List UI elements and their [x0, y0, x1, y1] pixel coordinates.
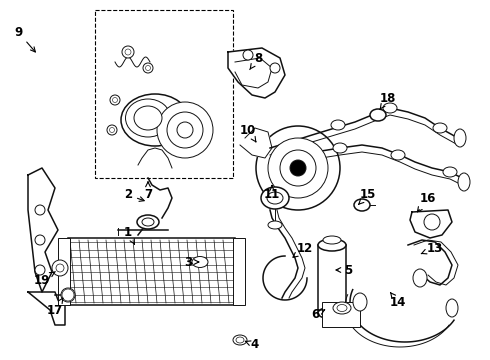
- Circle shape: [157, 102, 213, 158]
- Ellipse shape: [267, 192, 283, 204]
- Circle shape: [113, 98, 118, 103]
- Circle shape: [280, 150, 316, 186]
- Ellipse shape: [323, 236, 341, 244]
- Ellipse shape: [261, 187, 289, 209]
- Circle shape: [56, 264, 64, 272]
- Bar: [318, 245, 346, 313]
- Polygon shape: [28, 168, 58, 292]
- Text: 19: 19: [34, 272, 55, 287]
- Circle shape: [268, 138, 328, 198]
- Bar: [322, 302, 360, 327]
- Ellipse shape: [353, 293, 367, 311]
- Circle shape: [243, 50, 253, 60]
- Circle shape: [122, 46, 134, 58]
- Ellipse shape: [268, 221, 282, 229]
- Bar: [68, 238, 235, 305]
- Ellipse shape: [443, 167, 457, 177]
- Text: 4: 4: [245, 338, 259, 351]
- Ellipse shape: [458, 173, 470, 191]
- Circle shape: [35, 265, 45, 275]
- Text: 6: 6: [311, 309, 325, 321]
- Text: 5: 5: [336, 264, 352, 276]
- Bar: [233, 238, 245, 305]
- Ellipse shape: [134, 106, 162, 130]
- Text: 10: 10: [240, 123, 256, 142]
- Text: 12: 12: [293, 242, 313, 257]
- Polygon shape: [228, 48, 285, 98]
- Circle shape: [167, 112, 203, 148]
- Ellipse shape: [433, 123, 447, 133]
- Ellipse shape: [142, 218, 154, 226]
- Circle shape: [143, 63, 153, 73]
- Polygon shape: [28, 292, 65, 325]
- Ellipse shape: [233, 335, 247, 345]
- Ellipse shape: [137, 215, 159, 229]
- Polygon shape: [240, 128, 272, 158]
- Circle shape: [177, 122, 193, 138]
- Ellipse shape: [333, 302, 351, 314]
- Ellipse shape: [121, 94, 189, 146]
- Polygon shape: [410, 210, 452, 238]
- Text: 14: 14: [390, 293, 406, 309]
- Circle shape: [290, 160, 306, 176]
- Text: 11: 11: [264, 186, 280, 202]
- Ellipse shape: [383, 103, 397, 113]
- Ellipse shape: [370, 109, 386, 121]
- Ellipse shape: [446, 299, 458, 317]
- Text: 8: 8: [250, 51, 262, 69]
- Text: 7: 7: [144, 182, 152, 202]
- Text: 2: 2: [124, 189, 144, 202]
- Circle shape: [62, 289, 74, 301]
- Bar: [95, 10, 233, 178]
- Circle shape: [110, 95, 120, 105]
- Circle shape: [424, 214, 440, 230]
- Text: 9: 9: [14, 26, 35, 52]
- Text: 16: 16: [417, 192, 436, 212]
- Ellipse shape: [333, 143, 347, 153]
- Text: 13: 13: [421, 242, 443, 255]
- Ellipse shape: [318, 239, 346, 251]
- Text: 17: 17: [47, 298, 63, 316]
- Circle shape: [146, 66, 150, 71]
- Ellipse shape: [391, 150, 405, 160]
- Ellipse shape: [413, 269, 427, 287]
- Text: 3: 3: [184, 256, 199, 269]
- Ellipse shape: [331, 120, 345, 130]
- Bar: [58, 238, 70, 305]
- Ellipse shape: [354, 199, 370, 211]
- Text: 15: 15: [359, 189, 376, 204]
- Ellipse shape: [125, 99, 171, 137]
- Ellipse shape: [236, 337, 244, 343]
- Circle shape: [35, 205, 45, 215]
- Ellipse shape: [192, 256, 208, 267]
- Circle shape: [35, 235, 45, 245]
- Text: 1: 1: [124, 225, 135, 244]
- Circle shape: [109, 127, 115, 132]
- Ellipse shape: [318, 307, 346, 319]
- Circle shape: [107, 125, 117, 135]
- Ellipse shape: [61, 288, 75, 302]
- Ellipse shape: [454, 129, 466, 147]
- Text: 18: 18: [380, 91, 396, 109]
- Circle shape: [270, 63, 280, 73]
- Ellipse shape: [337, 305, 347, 311]
- Circle shape: [52, 260, 68, 276]
- Circle shape: [256, 126, 340, 210]
- Circle shape: [125, 49, 131, 55]
